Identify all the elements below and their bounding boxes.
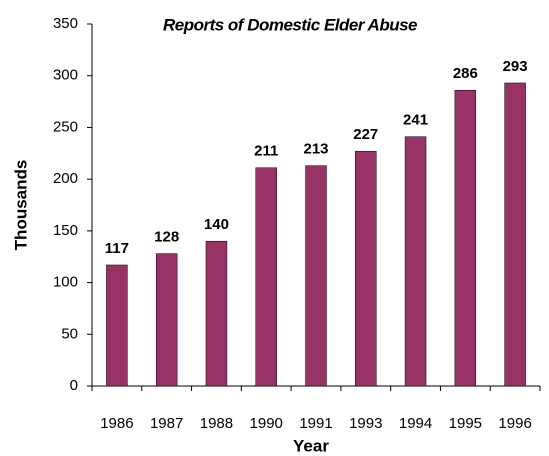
- y-tick-label: 0: [70, 377, 78, 394]
- x-tick-label: 1986: [100, 415, 133, 432]
- value-label: 293: [503, 58, 528, 75]
- x-tick-label: 1987: [150, 415, 183, 432]
- value-label: 241: [403, 112, 428, 129]
- value-label: 117: [105, 240, 129, 257]
- bar: [106, 264, 128, 387]
- x-tick-label: 1993: [349, 415, 382, 432]
- y-tick-label: 150: [53, 222, 78, 239]
- x-tick-label: 1994: [399, 415, 432, 432]
- bar: [255, 167, 277, 387]
- y-tick-label: 100: [53, 274, 78, 291]
- x-axis-title: Year: [293, 436, 329, 455]
- y-axis-title: Thousands: [11, 160, 30, 251]
- bar: [404, 136, 427, 387]
- value-label: 128: [154, 229, 179, 246]
- x-tick-label: 1990: [250, 415, 283, 432]
- bar: [454, 89, 477, 387]
- value-label: 211: [254, 143, 278, 160]
- y-tick-label: 200: [53, 170, 78, 187]
- bar: [205, 240, 228, 387]
- y-tick-label: 300: [53, 67, 78, 84]
- value-label: 213: [303, 141, 328, 158]
- y-tick-label: 250: [53, 118, 78, 135]
- bar: [504, 82, 526, 387]
- y-tick-label: 350: [53, 15, 78, 32]
- chart-title: Reports of Domestic Elder Abuse: [163, 15, 417, 34]
- y-tick-label: 50: [61, 325, 78, 342]
- x-tick-label: 1988: [200, 415, 233, 432]
- value-label: 227: [353, 126, 378, 143]
- x-tick-label: 1995: [449, 415, 482, 432]
- value-label: 286: [453, 65, 478, 82]
- bar: [355, 150, 377, 387]
- bar: [155, 253, 178, 387]
- value-label: 140: [204, 216, 229, 233]
- x-tick-label: 1996: [498, 415, 531, 432]
- bar: [305, 165, 327, 387]
- x-tick-label: 1991: [299, 415, 332, 432]
